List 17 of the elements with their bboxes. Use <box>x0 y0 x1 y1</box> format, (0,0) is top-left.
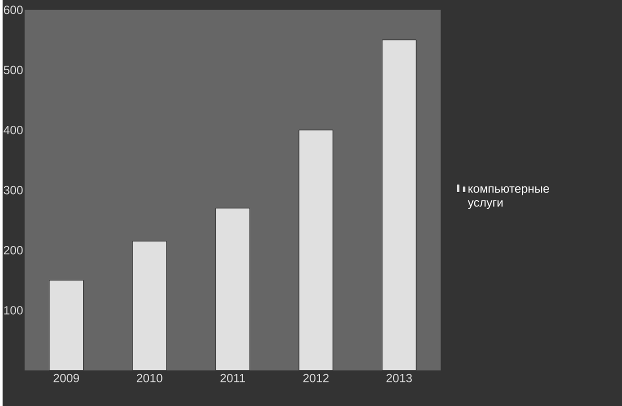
bar <box>382 40 416 370</box>
y-tick-label: 500 <box>4 66 23 74</box>
y-tick-label: 100 <box>4 306 23 314</box>
x-tick-label: 2011 <box>220 374 245 382</box>
x-tick-label: 2010 <box>136 374 162 382</box>
bar <box>49 280 84 370</box>
y-tick-label: 400 <box>4 126 23 134</box>
x-tick-label: 2009 <box>54 374 79 382</box>
bar <box>132 240 167 370</box>
y-tick-label: 200 <box>4 246 23 254</box>
y-tick-label: 300 <box>4 186 23 194</box>
legend-label: компьютерные услуги <box>468 186 549 209</box>
y-tick-label: 600 <box>4 6 23 14</box>
x-tick-label: 2013 <box>386 374 412 382</box>
x-tick-label: 2012 <box>303 374 329 382</box>
bar <box>298 130 334 370</box>
bar <box>216 208 250 370</box>
